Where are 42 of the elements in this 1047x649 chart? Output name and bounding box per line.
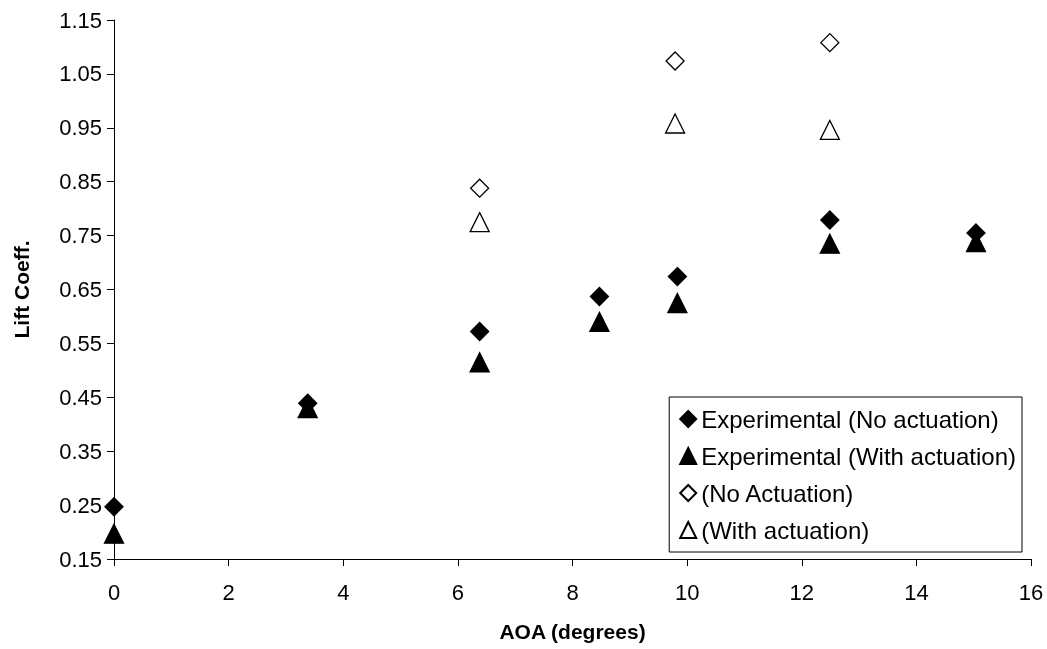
x-tick-label: 2 <box>222 579 235 605</box>
point <box>104 497 124 517</box>
y-tick-label: 0.15 <box>59 546 102 572</box>
x-tick-label: 6 <box>451 579 464 605</box>
x-tick-label: 8 <box>566 579 579 605</box>
point <box>470 321 490 342</box>
y-tick-label: 0.65 <box>59 277 102 302</box>
point <box>665 51 685 71</box>
point <box>819 233 840 254</box>
y-tick-label: 0.35 <box>59 438 102 464</box>
point <box>820 210 840 230</box>
point <box>819 119 840 141</box>
y-axis-title: Lift Coeff. <box>10 240 33 339</box>
legend-label: (No Actuation) <box>701 479 854 507</box>
y-tick-label: 0.55 <box>59 330 102 356</box>
point <box>103 523 125 544</box>
x-tick-label: 4 <box>337 579 350 605</box>
point <box>667 292 688 314</box>
x-tick-label: 0 <box>107 579 121 605</box>
legend-label: Experimental (No actuation) <box>701 405 999 433</box>
x-tick-label: 16 <box>1018 579 1044 605</box>
legend-label: Experimental (With actuation) <box>701 442 1017 470</box>
y-tick-label: 1.15 <box>59 7 102 33</box>
point <box>664 113 686 134</box>
y-tick-label: 0.25 <box>59 492 102 518</box>
y-tick-label: 0.85 <box>59 169 102 195</box>
point <box>469 352 490 373</box>
point <box>470 178 490 198</box>
y-tick-label: 0.95 <box>59 115 102 141</box>
y-tick-label: 0.45 <box>59 384 102 410</box>
x-tick-label: 12 <box>789 579 814 605</box>
point <box>667 266 688 287</box>
y-tick-label: 1.05 <box>59 61 102 87</box>
x-axis-title: AOA (degrees) <box>499 620 646 643</box>
x-tick-label: 14 <box>904 579 929 605</box>
point <box>469 211 490 233</box>
x-tick-label: 10 <box>674 579 700 605</box>
legend-label: (With actuation) <box>701 516 870 544</box>
point <box>589 286 610 307</box>
point <box>589 311 610 332</box>
y-tick-label: 0.75 <box>59 223 102 249</box>
point <box>820 32 840 53</box>
